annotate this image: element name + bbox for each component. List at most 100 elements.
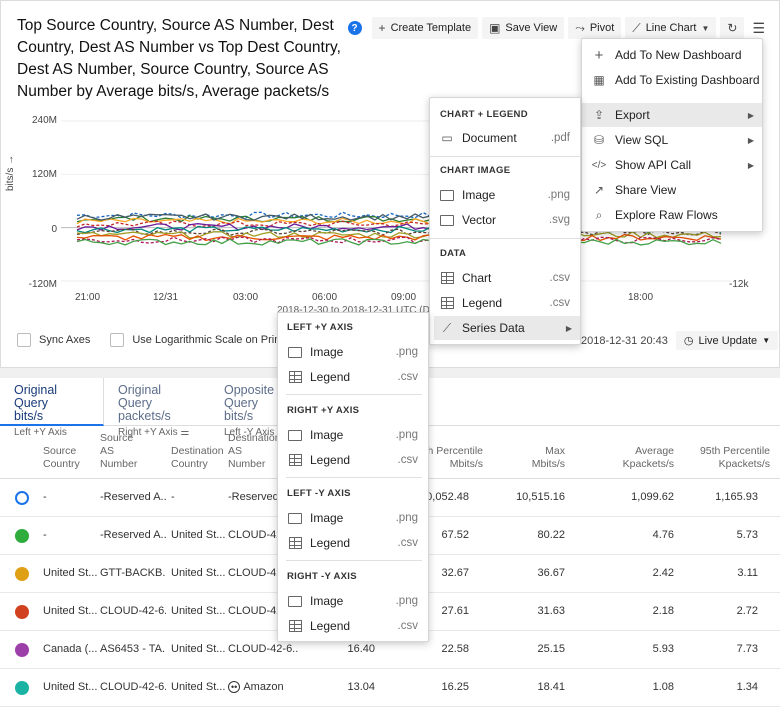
cell-src-country: United St... [43, 567, 97, 579]
pivot-label: Pivot [589, 22, 615, 34]
series-legend-csv[interactable]: Legend .csv [278, 448, 428, 472]
chart-type-select[interactable]: ⟋ Line Chart ▼ [625, 17, 717, 39]
tab-original-bits[interactable]: Original Query bits/s Left +Y Axis [0, 378, 104, 438]
col-label: Number [228, 458, 266, 470]
chevron-down-icon: ▼ [701, 23, 710, 33]
save-view-label: Save View [505, 22, 558, 34]
series-color-dot[interactable] [15, 643, 29, 657]
pivot-icon: ⤳ [575, 20, 585, 35]
live-update-label: Live Update [698, 334, 758, 347]
table-row[interactable]: Canada (... AS6453 - TA... United St... … [0, 631, 780, 669]
col-max-mbits[interactable]: Max Mbits/s [532, 445, 565, 471]
series-color-dot[interactable] [15, 605, 29, 619]
file-ext: .png [395, 595, 418, 607]
export-chart-csv[interactable]: Chart .csv [430, 266, 580, 290]
sync-axes-checkbox[interactable] [17, 333, 31, 347]
menu-add-new-dashboard[interactable]: + Add To New Dashboard [582, 43, 762, 67]
menu-share-view[interactable]: ↗ Share View [582, 178, 762, 202]
export-vector-svg[interactable]: Vector .svg [430, 208, 580, 232]
series-legend-csv[interactable]: Legend .csv [278, 614, 428, 638]
tab-title: Original Query [118, 383, 162, 410]
col-p95-mbits[interactable]: 95th Percentile Mbits/s [393, 445, 483, 471]
series-color-dot[interactable] [15, 491, 29, 505]
series-image-png[interactable]: Image .png [278, 589, 428, 613]
cell-avg-kpackets: 1.08 [652, 681, 674, 693]
x-tick-label: 03:00 [233, 292, 259, 303]
tab-title: packets/s [118, 409, 171, 423]
save-icon: ▣ [489, 21, 501, 35]
file-ext: .csv [549, 297, 570, 309]
series-line [76, 238, 722, 246]
menu-explore-raw-flows[interactable]: ⌕ Explore Raw Flows [582, 203, 762, 227]
col-src-country[interactable]: Source Country [43, 445, 80, 471]
log-scale-checkbox[interactable] [110, 333, 125, 347]
series-color-dot[interactable] [15, 681, 29, 695]
divider [430, 238, 580, 239]
section-heading: RIGHT +Y AXIS [287, 405, 360, 416]
series-color-dot[interactable] [15, 567, 29, 581]
live-update-button[interactable]: ◷ Live Update ▼ [675, 331, 779, 350]
table-row[interactable]: United St... CLOUD-42-6... United St... … [0, 669, 780, 707]
cell-max-mbits: 25.15 [537, 643, 565, 655]
series-image-png[interactable]: Image .png [278, 340, 428, 364]
save-view-button[interactable]: ▣ Save View [482, 17, 565, 39]
menu-export[interactable]: ⇪ Export ▶ [582, 103, 762, 127]
series-legend-csv[interactable]: Legend .csv [278, 365, 428, 389]
col-dst-country[interactable]: Destination Country [171, 445, 224, 471]
sync-axes-label: Sync Axes [39, 334, 91, 346]
export-image-png[interactable]: Image .png [430, 183, 580, 207]
series-data-submenu: LEFT +Y AXIS Image .png Legend .csv RIGHT… [277, 312, 429, 642]
col-label: Destination [171, 445, 224, 457]
help-icon[interactable]: ? [347, 21, 362, 35]
caret-right-icon: ▶ [747, 110, 754, 120]
menu-show-api-call[interactable]: </> Show API Call ▶ [582, 153, 762, 177]
export-document-pdf[interactable]: ▭ Document .pdf [430, 126, 580, 150]
col-p95-kpackets[interactable]: 95th Percentile Kpackets/s [700, 445, 770, 471]
section-heading: RIGHT -Y AXIS [287, 571, 357, 582]
export-series-data[interactable]: ⟋ Series Data ▶ [434, 316, 580, 340]
cell-dst-country: - [171, 491, 175, 503]
cell-avg-kpackets: 4.76 [652, 529, 674, 541]
col-label: Kpackets/s [622, 458, 674, 470]
section-heading: LEFT -Y AXIS [287, 488, 351, 499]
cell-avg-mbits: 16.40 [347, 643, 375, 655]
database-icon: ⛁ [593, 133, 605, 147]
col-label: Max [545, 445, 565, 457]
menu-label: Show API Call [615, 158, 692, 172]
pivot-button[interactable]: ⤳ Pivot [568, 17, 622, 39]
line-chart-icon: ⟋ [442, 320, 452, 335]
menu-view-sql[interactable]: ⛁ View SQL ▶ [582, 128, 762, 152]
tab-opposite-bits[interactable]: Opposite Query bits/s Left -Y Axis [210, 378, 290, 439]
refresh-icon: ↻ [727, 21, 738, 35]
file-ext: .png [395, 512, 418, 524]
export-legend-csv[interactable]: Legend .csv [430, 291, 580, 315]
col-label: Source [100, 432, 134, 444]
cell-p95-kpackets: 5.73 [736, 529, 758, 541]
col-avg-kpackets[interactable]: Average Kpackets/s [623, 445, 674, 471]
cell-max-mbits: 80.22 [537, 529, 565, 541]
file-ext: .png [395, 429, 418, 441]
create-template-button[interactable]: + Create Template [371, 17, 479, 39]
cell-dst-as-text: Amazon [243, 681, 284, 693]
more-menu-button[interactable]: ☰ [748, 17, 769, 39]
series-image-png[interactable]: Image .png [278, 423, 428, 447]
cell-src-country: United St... [43, 605, 97, 617]
tab-subtitle: Left -Y Axis [224, 427, 275, 438]
col-dst-as[interactable]: Destination AS Number [228, 432, 281, 471]
cell-src-as: -Reserved A... [100, 529, 166, 541]
menu-label: Image [310, 594, 344, 608]
cell-p95-kpackets: 3.11 [737, 567, 758, 579]
menu-add-existing-dashboard[interactable]: ▦ Add To Existing Dashboard [582, 68, 762, 92]
sliders-icon: ⚌ [180, 427, 190, 438]
divider [286, 560, 422, 561]
file-ext: .pdf [550, 132, 570, 144]
cell-max-mbits: 10,515.16 [516, 491, 565, 503]
menu-label: Legend [310, 453, 351, 467]
tab-original-packets[interactable]: Original Query packets/s Right +Y Axis ⚌ [104, 378, 210, 439]
refresh-button[interactable]: ↻ [720, 17, 745, 39]
series-legend-csv[interactable]: Legend .csv [278, 531, 428, 555]
col-src-as[interactable]: Source AS Number [100, 432, 137, 471]
series-image-png[interactable]: Image .png [278, 506, 428, 530]
series-color-dot[interactable] [15, 529, 29, 543]
image-icon [288, 511, 302, 525]
